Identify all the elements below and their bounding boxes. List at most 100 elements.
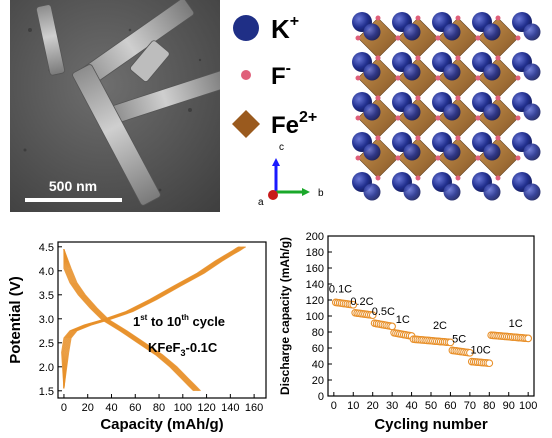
legend-fe-label: Fe <box>271 112 299 139</box>
rate-label: 1C <box>396 314 410 326</box>
x-tick-label: 40 <box>105 402 117 414</box>
k-ion <box>443 63 461 81</box>
charge-curve <box>63 246 247 389</box>
f-ion <box>375 135 381 141</box>
f-ion <box>435 35 441 41</box>
f-ion <box>355 115 361 121</box>
fe-ion-symbol <box>232 110 260 138</box>
f-ion <box>435 155 441 161</box>
f-ion <box>495 175 501 181</box>
x-axis-label: Capacity (mAh/g) <box>100 416 223 433</box>
y-tick-label: 4.0 <box>39 266 54 278</box>
f-ion <box>415 55 421 61</box>
k-ion <box>483 103 501 121</box>
x-tick-label: 60 <box>129 402 141 414</box>
k-ion <box>523 63 541 81</box>
k-ion <box>403 183 421 201</box>
f-ion <box>375 55 381 61</box>
y-tick-label: 1.5 <box>39 386 54 398</box>
x-tick-label: 100 <box>519 400 537 412</box>
f-ion <box>515 115 521 121</box>
y-tick-label: 40 <box>312 359 324 371</box>
legend-k-label: K <box>271 14 290 44</box>
y-tick-label: 3.0 <box>39 314 54 326</box>
f-ion <box>515 155 521 161</box>
y-tick-label: 20 <box>312 375 324 387</box>
legend-item-k: K+ <box>233 13 299 44</box>
data-point <box>524 334 533 343</box>
k-ion <box>363 23 381 41</box>
scale-bar-label: 500 nm <box>49 178 97 194</box>
f-ion <box>475 35 481 41</box>
y-axis-label: Discharge capacity (mAh/g) <box>278 237 292 395</box>
x-tick-label: 50 <box>425 400 437 412</box>
f-ion <box>415 175 421 181</box>
f-ion <box>515 75 521 81</box>
legend-f-charge: - <box>286 60 291 77</box>
k-ion <box>483 183 501 201</box>
x-tick-label: 60 <box>444 400 456 412</box>
data-point <box>466 348 474 357</box>
k-ion <box>523 23 541 41</box>
scale-bar <box>25 198 122 202</box>
y-tick-label: 80 <box>312 327 324 339</box>
f-ion <box>435 115 441 121</box>
y-tick-label: 3.5 <box>39 290 54 302</box>
x-tick-label: 90 <box>503 400 515 412</box>
f-ion <box>475 75 481 81</box>
sem-image: 500 nm <box>10 0 230 212</box>
k-ion <box>363 183 381 201</box>
rate-performance-chart: 0.1C 0.2C 0.5C 1C 2C 5C 10C 1C 0 10 20 30 40 50 60 70 8… <box>276 228 552 433</box>
legend-k-charge: + <box>290 13 299 30</box>
f-ion <box>495 15 501 21</box>
x-tick-label: 20 <box>367 400 379 412</box>
f-ion <box>495 55 501 61</box>
k-ion <box>363 143 381 161</box>
rate-label: 10C <box>470 345 490 357</box>
y-tick-label: 60 <box>312 343 324 355</box>
x-tick-label: 120 <box>197 402 215 414</box>
x-tick-label: 100 <box>174 402 192 414</box>
x-tick-label: 140 <box>221 402 239 414</box>
f-ion <box>355 35 361 41</box>
k-ion <box>523 143 541 161</box>
axis-a-label: a <box>258 197 264 208</box>
f-ion <box>355 75 361 81</box>
x-axis-label: Cycling number <box>374 416 488 433</box>
k-ion <box>443 103 461 121</box>
f-ion <box>395 155 401 161</box>
y-tick-label: 4.5 <box>39 242 54 254</box>
k-ion <box>483 23 501 41</box>
rate-label: 0.1C <box>329 283 352 295</box>
legend-item-fe: Fe2+ <box>232 109 317 139</box>
k-ion <box>443 183 461 201</box>
k-ion <box>403 103 421 121</box>
svg-text:K+: K+ <box>271 13 299 44</box>
x-tick-label: 160 <box>245 402 263 414</box>
k-ion <box>483 63 501 81</box>
y-tick-label: 120 <box>306 295 324 307</box>
discharge-curve <box>63 249 201 392</box>
f-ion <box>475 155 481 161</box>
y-tick-label: 140 <box>306 279 324 291</box>
rate-label: 2C <box>433 320 447 332</box>
f-ion <box>455 135 461 141</box>
svg-text:Fe2+: Fe2+ <box>271 109 317 139</box>
nanorod <box>130 40 170 82</box>
rate-label: 0.5C <box>372 306 395 318</box>
k-ion <box>363 103 381 121</box>
f-ion <box>395 35 401 41</box>
f-ion <box>395 115 401 121</box>
f-ion <box>415 95 421 101</box>
y-tick-label: 180 <box>306 247 324 259</box>
data-point <box>485 359 494 368</box>
k-ion <box>363 63 381 81</box>
ion-legend: K+ F- Fe2+ c a b <box>228 0 328 212</box>
crystal-axes-triad: c a b <box>258 142 324 208</box>
k-ion <box>403 143 421 161</box>
f-ion <box>515 35 521 41</box>
f-ion <box>395 75 401 81</box>
rate-label: 0.2C <box>350 296 373 308</box>
material-annotation: KFeF3-0.1C <box>148 340 218 358</box>
k-ion <box>403 23 421 41</box>
